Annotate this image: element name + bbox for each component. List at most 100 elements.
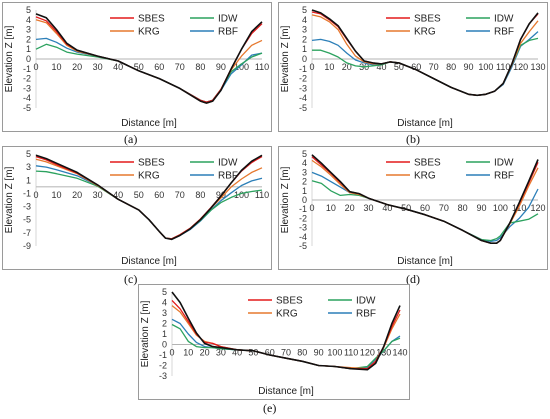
chart-2-legend-label-krg: KRG [414,27,436,38]
chart-2-ytick-8: -3 [299,83,307,93]
chart-5-xtick-6: 60 [265,348,275,358]
chart-1-ytick-9: -4 [23,93,31,103]
chart-4-legend-label-krg: KRG [414,171,436,182]
chart-5-xtick-4: 40 [232,348,242,358]
chart-2-frame [278,2,548,132]
chart-2-xtick-13: 130 [530,62,545,72]
chart-2-legend-label-rbf: RBF [494,27,514,38]
chart-4-xtick-3: 30 [363,203,373,213]
chart-1-xtick-5: 50 [134,62,144,72]
chart-5-ylabel: Elevation Z [m] [140,300,151,367]
chart-4-ytick-0: 5 [302,149,307,159]
chart-4-xtick-7: 70 [439,203,449,213]
chart-5-legend-label-krg: KRG [276,309,298,320]
chart-3-xtick-7: 70 [175,190,185,200]
chart-1-ytick-1: 4 [26,15,31,25]
chart-2-xtick-5: 50 [394,62,404,72]
chart-1-legend-label-krg: KRG [138,27,160,38]
chart-4-xtick-5: 50 [401,203,411,213]
chart-2-xtick-7: 70 [429,62,439,72]
chart-5-ytick-6: -1 [159,350,167,360]
chart-2-ylabel: Elevation Z [m] [280,25,291,92]
chart-4-xtick-12: 120 [530,203,545,213]
chart-1-xtick-0: 0 [33,62,38,72]
chart-2-xtick-11: 110 [496,62,510,72]
chart-5-series-exact [171,291,401,371]
chart-5-ytick-8: -3 [159,371,167,381]
chart-4-xtick-6: 60 [420,203,430,213]
chart-2-xtick-2: 20 [342,62,352,72]
chart-2-xtick-4: 40 [377,62,387,72]
chart-2-xtick-10: 100 [478,62,493,72]
chart-5-legend-label-rbf: RBF [356,309,376,320]
chart-1-ytick-4: 1 [26,44,31,54]
chart-3-ytick-1: 3 [26,162,31,172]
chart-1-series-exact [35,13,263,104]
chart-3-xtick-10: 100 [234,190,249,200]
chart-4-ytick-4: 1 [302,186,307,196]
chart-1-xtick-10: 100 [234,62,249,72]
chart-4-series-exact [311,154,539,244]
chart-4-xlabel: Distance [m] [397,256,453,267]
chart-3-ytick-6: -7 [23,228,31,238]
chart-5-xtick-11: 110 [344,348,358,358]
chart-4-legend-label-sbes: SBES [414,158,441,169]
chart-4-ytick-8: -3 [299,223,307,233]
chart-3-xlabel: Distance [m] [121,256,177,267]
chart-3-xtick-11: 110 [255,190,269,200]
chart-5-xtick-13: 130 [376,348,391,358]
chart-2-xtick-12: 120 [513,62,528,72]
chart-3-xtick-5: 50 [134,190,144,200]
chart-5-xtick-7: 70 [281,348,291,358]
chart-1-legend-label-rbf: RBF [218,27,238,38]
chart-1-ylabel: Elevation Z [m] [4,25,15,92]
chart-2-ytick-7: -2 [299,74,307,84]
chart-2-ytick-6: -1 [299,64,307,74]
chart-1-xtick-4: 40 [113,62,123,72]
chart-5-xtick-1: 10 [183,348,193,358]
chart-4-legend-label-rbf: RBF [494,171,514,182]
chart-4-ytick-9: -4 [299,232,307,242]
chart-panel-d: 5 4 3 2 1 0 -1 -2 -3 -4 -5 0 10 20 30 40 50 60 70 80 90 100 11… [278,146,548,270]
chart-1-ytick-6: -1 [23,64,31,74]
chart-c: 531-1-3-5-7-90 10 20 30 40 50 60 70 80 90 100 110SB… [2,146,272,270]
chart-3-xtick-8: 80 [195,190,205,200]
chart-4-ytick-1: 4 [302,158,307,168]
chart-5-legend-label-idw: IDW [356,296,376,307]
chart-3-legend-label-rbf: RBF [218,171,238,182]
chart-5-ytick-0: 5 [162,287,167,297]
chart-4-xtick-11: 110 [512,203,526,213]
chart-1-xtick-7: 70 [175,62,185,72]
chart-3-xtick-1: 10 [52,190,62,200]
chart-1-ytick-3: 2 [26,34,31,44]
chart-caption-d: (d) [406,272,420,286]
chart-caption-c: (c) [124,272,138,286]
chart-4-ytick-6: -1 [299,204,307,214]
chart-5-frame [138,284,410,400]
chart-caption-a: (a) [124,132,138,146]
chart-panel-b: 5 4 3 2 1 0 -1 -2 -3 -4 -5 0 10 20 30 40 50 60 70 80 90 100 11… [278,2,548,132]
chart-5-xtick-5: 50 [248,348,258,358]
chart-5-ytick-5: 0 [162,340,167,350]
chart-4-ytick-2: 3 [302,167,307,177]
chart-3-ylabel: Elevation Z [m] [4,166,15,233]
chart-2-ytick-5: 0 [302,54,307,64]
chart-1-xtick-6: 60 [154,62,164,72]
chart-5-legend-label-sbes: SBES [276,296,303,307]
chart-1-xtick-1: 10 [52,62,62,72]
chart-3-xtick-4: 40 [113,190,123,200]
chart-2-series-exact [311,9,539,97]
chart-4-xtick-2: 20 [345,203,355,213]
chart-3-xtick-3: 30 [93,190,103,200]
chart-2-xtick-0: 0 [309,62,314,72]
chart-2-ytick-4: 1 [302,44,307,54]
chart-4-xtick-4: 40 [382,203,392,213]
chart-panel-e: 5 4 3 2 1 0 -1 -2 -3 0 10 20 30 40 50 60 70 80 90 100 110 120… [138,284,410,400]
chart-3-legend-label-sbes: SBES [138,158,165,169]
chart-4-legend-label-idw: IDW [494,158,514,169]
chart-1-legend-label-sbes: SBES [138,14,165,25]
chart-2-ytick-1: 4 [302,15,307,25]
chart-4-ytick-5: 0 [302,195,307,205]
